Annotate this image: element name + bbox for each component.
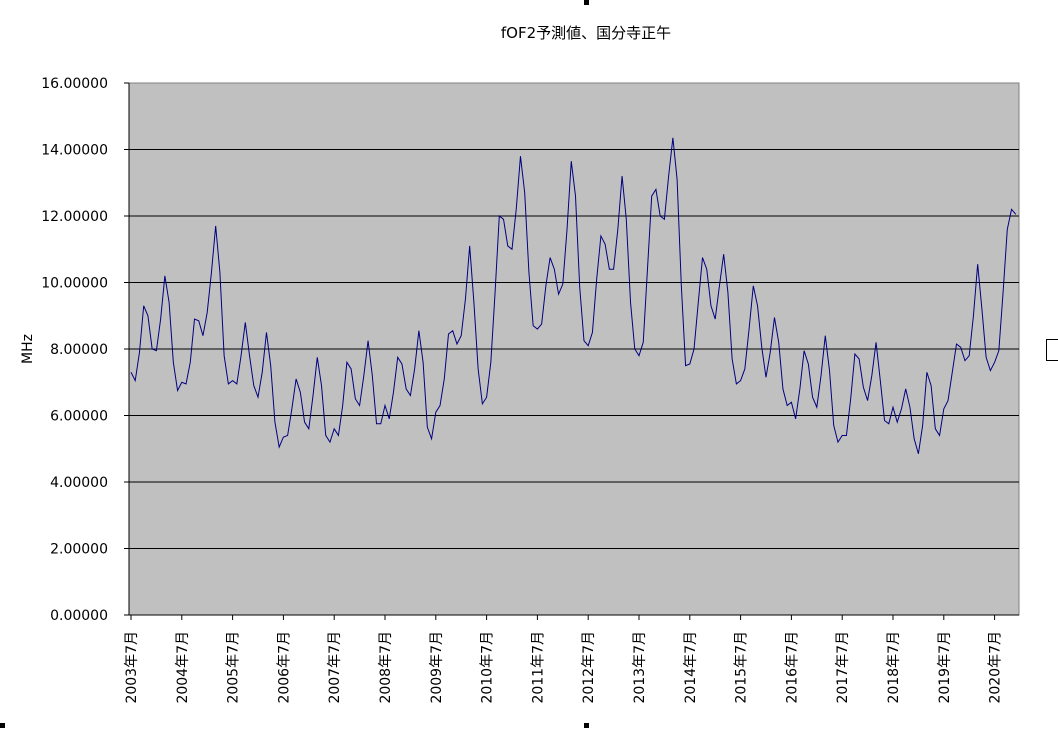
x-tick-label: 2009年7月 (429, 631, 445, 704)
x-tick-label: 2010年7月 (480, 631, 496, 704)
x-tick-label: 2018年7月 (886, 631, 902, 704)
y-tick-label: 8.00000 (50, 342, 108, 358)
x-tick-label: 2015年7月 (734, 631, 750, 704)
gridlines (129, 149, 1019, 549)
y-tick-label: 0.00000 (50, 608, 108, 624)
x-tick-label: 2008年7月 (378, 631, 394, 704)
y-tick-label: 12.00000 (41, 209, 108, 225)
y-tick-label: 4.00000 (50, 475, 108, 491)
y-axis-ticks: 0.00000 2.00000 4.00000 6.00000 8.00000 10.00… (41, 76, 129, 624)
x-tick-label: 2011年7月 (530, 631, 546, 704)
selection-handle-top (584, 0, 589, 5)
x-tick-label: 2007年7月 (327, 631, 343, 704)
series-line (130, 137, 1017, 454)
y-axis-label: MHz (20, 334, 36, 364)
x-tick-label: 2019年7月 (937, 631, 953, 704)
y-tick-label: 2.00000 (50, 542, 108, 558)
x-tick-label: 2016年7月 (784, 631, 800, 704)
x-tick-label: 2004年7月 (175, 631, 191, 704)
x-tick-label: 2013年7月 (632, 631, 648, 704)
x-tick-label: 2006年7月 (276, 631, 292, 704)
x-tick-label: 2014年7月 (683, 631, 699, 704)
x-tick-label: 2005年7月 (226, 631, 242, 704)
x-tick-label: 2020年7月 (988, 631, 1004, 704)
chart-title: fOF2予測値、国分寺正午 (501, 24, 671, 42)
x-tick-label: 2012年7月 (581, 631, 597, 704)
y-tick-label: 6.00000 (50, 409, 108, 425)
selection-handle-bottom-center (584, 723, 589, 728)
x-tick-label: 2003年7月 (124, 631, 140, 704)
selection-handle-bottom-left (0, 723, 5, 728)
y-tick-label: 14.00000 (41, 143, 108, 159)
y-tick-label: 10.00000 (41, 276, 108, 292)
x-tick-label: 2017年7月 (835, 631, 851, 704)
y-tick-label: 16.00000 (41, 76, 108, 92)
legend-box (1046, 339, 1058, 361)
x-axis-ticks: 2003年7月 2004年7月 2005年7月 2006年7月 2007年7月 2008年… (124, 615, 1004, 704)
